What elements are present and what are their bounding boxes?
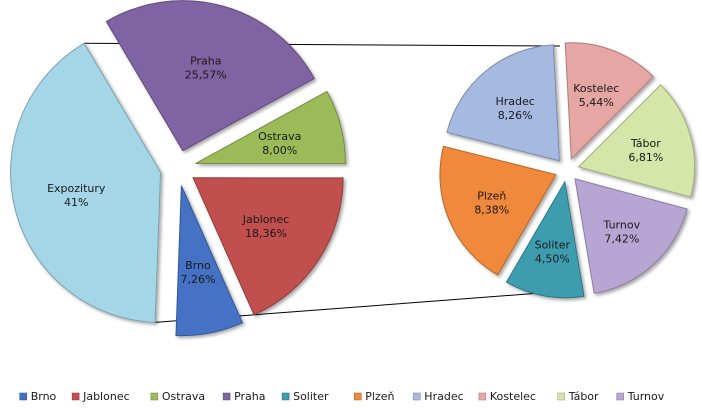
slice-jablonec: [192, 177, 344, 316]
slice-label-ostrava: Ostrava 8,00%: [258, 130, 301, 157]
slice-label-expozitury: Expozitury 41%: [47, 182, 106, 209]
slice-label-praha: Praha 25,57%: [185, 55, 227, 82]
slice-label-tabor: Tábor 6,81%: [628, 137, 663, 164]
slice-ostrava: [195, 90, 346, 165]
legend-label: Ostrava: [162, 390, 205, 403]
slice-label-jablonec: Jablonec 18,36%: [242, 213, 290, 240]
legend-label: Soliter: [293, 390, 329, 403]
legend-swatch: [281, 392, 290, 401]
slice-praha: [105, 0, 315, 152]
legend-swatch: [19, 392, 27, 401]
slice-label-soliter: Soliter 4,50%: [535, 238, 571, 265]
legend-swatch: [222, 392, 231, 401]
legend-swatch: [150, 392, 159, 401]
legend-label: Turnov: [627, 390, 665, 403]
slice-label-turnov: Turnov 7,42%: [603, 218, 641, 245]
legend-item-hradec: Hradec: [413, 390, 464, 403]
legend-label: Brno: [31, 390, 57, 403]
slice-brno: [175, 185, 244, 337]
slice-expozitury: [10, 42, 162, 323]
legend-item-ostrava: Ostrava: [150, 390, 205, 403]
legend-label: Tábor: [568, 390, 599, 403]
slice-hradec: [446, 44, 560, 162]
legend-swatch: [354, 392, 362, 401]
slice-label-brno: Brno 7,26%: [180, 259, 215, 286]
legend-label: Hradec: [424, 390, 463, 403]
legend-item-soliter: Soliter: [281, 390, 329, 403]
legend-label: Kostelec: [490, 390, 536, 403]
legend-item-brno: Brno: [19, 390, 57, 403]
slice-tabor: [577, 84, 696, 198]
secondary-pie: Kostelec 5,44% Tábor 6,81% Turnov 7,42% Solite…: [439, 42, 696, 299]
legend: Brno Jablonec Ostrava Praha Soliter Plzeň Hrad…: [19, 390, 665, 403]
main-pie: Brno 7,26% Expozitury 41% Praha 25,57% Ostrava…: [10, 0, 346, 337]
slice-turnov: [574, 178, 688, 294]
slice-plzen: [439, 145, 557, 276]
legend-label: Plzeň: [365, 390, 394, 403]
legend-item-plzen: Plzeň: [354, 390, 395, 403]
slice-label-kostelec: Kostelec 5,44%: [573, 82, 619, 109]
legend-swatch: [616, 392, 624, 401]
legend-swatch: [478, 392, 487, 401]
legend-swatch: [71, 392, 80, 401]
legend-item-praha: Praha: [222, 390, 266, 403]
legend-item-jablonec: Jablonec: [71, 390, 130, 403]
legend-label: Jablonec: [82, 390, 130, 403]
legend-item-tabor: Tábor: [557, 390, 599, 403]
slice-kostelec: [564, 42, 655, 160]
legend-item-turnov: Turnov: [616, 390, 665, 403]
slice-label-hradec: Hradec 8,26%: [495, 95, 534, 122]
slice-label-plzen: Plzeň 8,38%: [474, 190, 509, 217]
legend-swatch: [413, 392, 421, 401]
legend-item-kostelec: Kostelec: [478, 390, 536, 403]
legend-label: Praha: [234, 390, 265, 403]
slice-soliter: [505, 180, 585, 299]
legend-swatch: [557, 392, 565, 401]
